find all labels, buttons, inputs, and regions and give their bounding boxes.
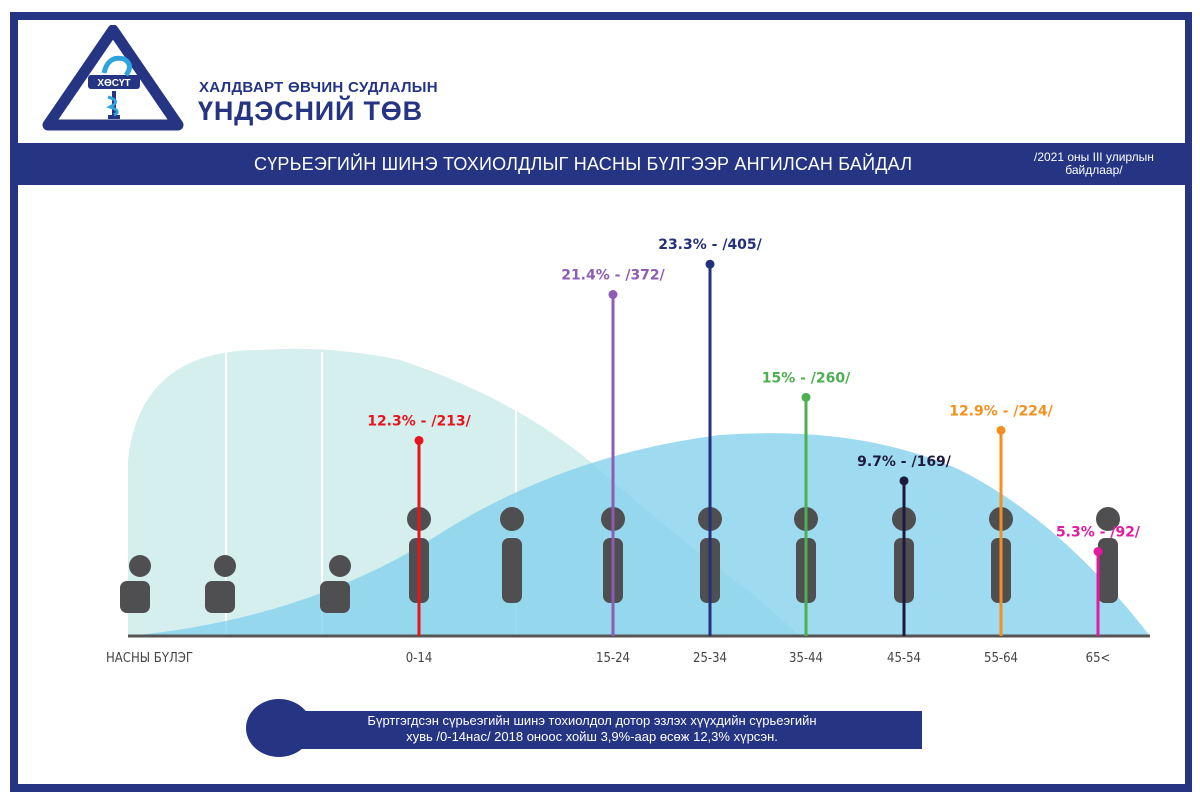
page-frame xyxy=(10,12,1192,792)
x-axis-label: НАСНЫ БҮЛЭГ xyxy=(106,651,193,666)
org-name-line1: ХАЛДВАРТ ӨВЧИН СУДЛАЛЫН xyxy=(199,79,438,96)
data-label: 23.3% - /405/ xyxy=(658,237,762,253)
lollipop-dot xyxy=(1093,547,1103,557)
x-tick-label: 35-44 xyxy=(789,651,823,666)
title-bar: СҮРЬЕЭГИЙН ШИНЭ ТОХИОЛДЛЫГ НАСНЫ БҮЛГЭЭР… xyxy=(18,143,1185,185)
lollipop-dot xyxy=(608,290,618,300)
data-label: 12.3% - /213/ xyxy=(367,413,471,429)
page-title: СҮРЬЕЭГИЙН ШИНЭ ТОХИОЛДЛЫГ НАСНЫ БҮЛГЭЭР… xyxy=(254,154,913,174)
person-silhouette xyxy=(1096,507,1120,603)
person-silhouette xyxy=(205,555,236,613)
subtitle-line2: байдлаар/ xyxy=(1065,163,1123,177)
data-label: 9.7% - /169/ xyxy=(857,454,952,470)
x-tick-label: 55-64 xyxy=(984,651,1018,666)
logo: ХӨСҮТ xyxy=(42,25,184,131)
data-label: 5.3% - /92/ xyxy=(1056,525,1141,541)
x-tick-label: 45-54 xyxy=(887,651,921,666)
person-silhouette xyxy=(120,555,151,613)
x-tick-label: 0-14 xyxy=(406,651,433,666)
note-line1: Бүртгэгдсэн сүрьеэгийн шинэ тохиолдол до… xyxy=(367,713,817,728)
lollipop-dot xyxy=(996,425,1006,435)
x-tick-label: 65< xyxy=(1086,651,1111,666)
data-label: 21.4% - /372/ xyxy=(561,268,665,284)
info-note: Бүртгэгдсэн сүрьеэгийн шинэ тохиолдол до… xyxy=(262,711,922,749)
note-line2: хувь /0-14нас/ 2018 оноос хойш 3,9%-аар … xyxy=(406,729,778,744)
person-silhouette xyxy=(320,555,351,613)
subtitle-line1: /2021 оны III улирлын xyxy=(1034,150,1154,164)
lollipop-dot xyxy=(414,435,424,445)
data-label: 12.9% - /224/ xyxy=(949,403,1053,419)
x-tick-label: 25-34 xyxy=(693,651,727,666)
lollipop-dot xyxy=(705,259,715,269)
page-subtitle: /2021 оны III улирлын байдлаар/ xyxy=(1034,151,1154,177)
lollipop-dot xyxy=(801,392,811,402)
x-tick-label: 15-24 xyxy=(596,651,630,666)
svg-text:ХӨСҮТ: ХӨСҮТ xyxy=(97,78,130,89)
lollipop-dot xyxy=(899,476,909,486)
data-label: 15% - /260/ xyxy=(762,370,851,386)
org-name-line2: ҮНДЭСНИЙ ТӨВ xyxy=(198,96,423,126)
person-silhouette xyxy=(500,507,524,603)
